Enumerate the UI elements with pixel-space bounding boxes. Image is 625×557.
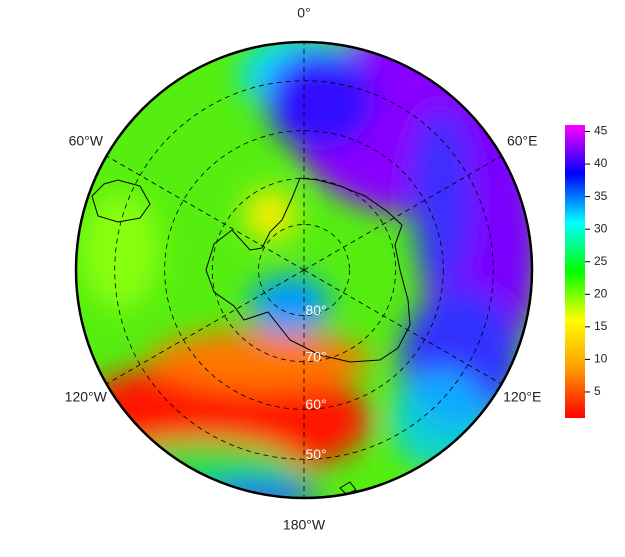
colorbar-tick-label: 30 <box>594 221 608 235</box>
colorbar-tick-label: 35 <box>594 189 608 203</box>
latitude-label: 60° <box>305 396 326 412</box>
map-border <box>74 40 534 500</box>
longitude-label: 120°W <box>65 389 108 405</box>
parallel <box>211 177 397 363</box>
field-patches <box>76 42 532 498</box>
coastline <box>91 177 411 495</box>
parallel <box>114 80 494 460</box>
latitude-label: 70° <box>305 348 326 364</box>
meridian <box>106 155 305 271</box>
longitude-label: 60°W <box>69 133 104 149</box>
meridian <box>303 269 502 385</box>
field <box>76 42 532 498</box>
longitude-label: 180°W <box>283 517 326 533</box>
colorbar-tick-label: 45 <box>594 124 608 138</box>
parallel <box>258 224 350 316</box>
colorbar <box>565 125 585 418</box>
colorbar-tick-label: 25 <box>594 254 608 268</box>
colorbar-tick-label: 40 <box>594 156 608 170</box>
colorbar-tick-label: 20 <box>594 286 608 300</box>
longitude-label: 120°E <box>503 389 541 405</box>
parallel <box>164 130 444 410</box>
colorbar-tick-label: 15 <box>594 319 608 333</box>
graticule <box>106 42 502 498</box>
longitude-label: 60°E <box>507 133 538 149</box>
longitude-label: 0° <box>297 5 310 21</box>
colorbar-tick-label: 5 <box>594 384 601 398</box>
latitude-label: 50° <box>305 446 326 462</box>
meridian <box>303 155 502 271</box>
meridian <box>106 269 305 385</box>
latitude-label: 80° <box>305 302 326 318</box>
colorbar-tick-label: 10 <box>594 352 608 366</box>
